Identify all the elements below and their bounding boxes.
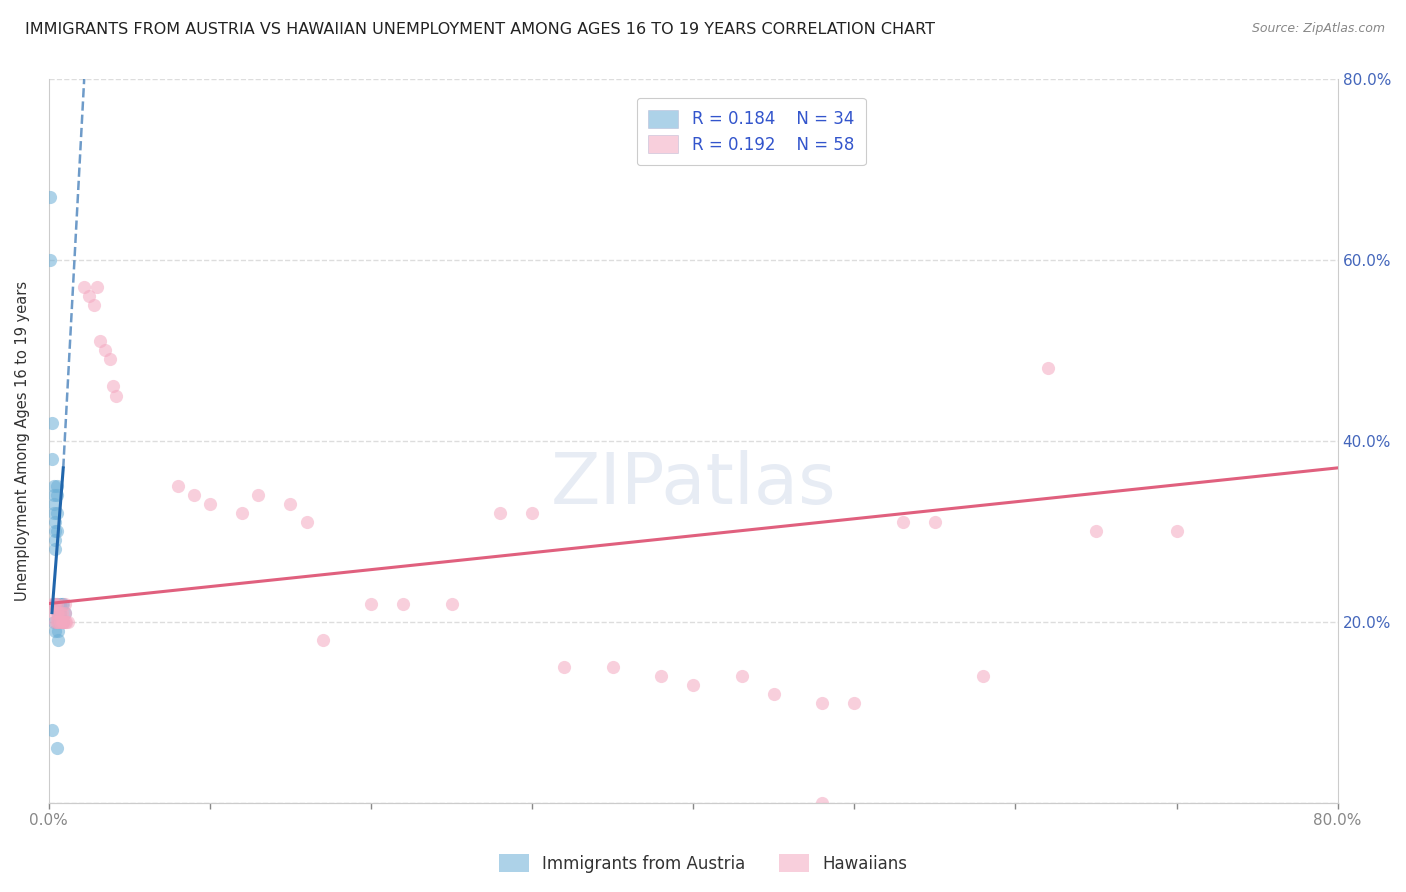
- Point: [650, 669, 672, 683]
- Point: [105, 388, 128, 402]
- Point: [972, 669, 994, 683]
- Point: [730, 669, 752, 683]
- Point: [44, 515, 66, 529]
- Point: [520, 506, 543, 520]
- Point: [94, 343, 117, 358]
- Point: [42, 497, 65, 511]
- Legend: Immigrants from Austria, Hawaiians: Immigrants from Austria, Hawaiians: [492, 847, 914, 880]
- Point: [41, 597, 63, 611]
- Point: [682, 678, 704, 692]
- Point: [42, 479, 65, 493]
- Point: [53, 597, 76, 611]
- Point: [44, 524, 66, 539]
- Point: [39, 189, 62, 203]
- Point: [52, 615, 75, 629]
- Point: [42, 506, 65, 520]
- Point: [48, 606, 70, 620]
- Point: [86, 280, 108, 294]
- Point: [44, 615, 66, 629]
- Text: Source: ZipAtlas.com: Source: ZipAtlas.com: [1251, 22, 1385, 36]
- Point: [762, 687, 785, 701]
- Point: [311, 632, 333, 647]
- Point: [77, 289, 100, 303]
- Point: [198, 497, 221, 511]
- Point: [49, 606, 72, 620]
- Point: [51, 615, 73, 629]
- Point: [44, 597, 66, 611]
- Point: [166, 479, 188, 493]
- Point: [891, 515, 914, 529]
- Point: [45, 506, 67, 520]
- Point: [48, 606, 70, 620]
- Legend: R = 0.184    N = 34, R = 0.192    N = 58: R = 0.184 N = 34, R = 0.192 N = 58: [637, 98, 866, 166]
- Point: [39, 252, 62, 267]
- Point: [89, 334, 111, 349]
- Point: [41, 416, 63, 430]
- Point: [48, 615, 70, 629]
- Point: [45, 597, 67, 611]
- Point: [280, 497, 302, 511]
- Point: [183, 488, 205, 502]
- Point: [48, 615, 70, 629]
- Point: [44, 597, 66, 611]
- Point: [1166, 524, 1188, 539]
- Point: [1036, 361, 1059, 376]
- Point: [56, 615, 79, 629]
- Point: [98, 352, 121, 367]
- Point: [1084, 524, 1107, 539]
- Point: [51, 606, 73, 620]
- Point: [45, 606, 67, 620]
- Point: [295, 515, 318, 529]
- Point: [44, 533, 66, 548]
- Point: [392, 597, 415, 611]
- Point: [44, 542, 66, 557]
- Point: [42, 597, 65, 611]
- Point: [49, 597, 72, 611]
- Point: [45, 488, 67, 502]
- Point: [844, 696, 866, 710]
- Point: [52, 597, 75, 611]
- Point: [553, 660, 575, 674]
- Point: [41, 723, 63, 738]
- Point: [52, 615, 75, 629]
- Point: [602, 660, 624, 674]
- Point: [51, 615, 73, 629]
- Point: [49, 615, 72, 629]
- Point: [53, 615, 76, 629]
- Point: [45, 479, 67, 493]
- Point: [51, 597, 73, 611]
- Point: [53, 606, 76, 620]
- Point: [53, 606, 76, 620]
- Point: [49, 606, 72, 620]
- Point: [45, 741, 67, 756]
- Point: [48, 624, 70, 638]
- Point: [52, 615, 75, 629]
- Point: [42, 488, 65, 502]
- Point: [83, 298, 105, 312]
- Point: [73, 280, 96, 294]
- Text: IMMIGRANTS FROM AUSTRIA VS HAWAIIAN UNEMPLOYMENT AMONG AGES 16 TO 19 YEARS CORRE: IMMIGRANTS FROM AUSTRIA VS HAWAIIAN UNEM…: [25, 22, 935, 37]
- Point: [247, 488, 270, 502]
- Point: [360, 597, 382, 611]
- Point: [49, 615, 72, 629]
- Point: [41, 451, 63, 466]
- Point: [44, 624, 66, 638]
- Point: [45, 597, 67, 611]
- Text: ZIPatlas: ZIPatlas: [550, 450, 837, 518]
- Point: [48, 632, 70, 647]
- Point: [55, 615, 77, 629]
- Point: [45, 615, 67, 629]
- Point: [42, 615, 65, 629]
- Point: [811, 796, 834, 810]
- Point: [231, 506, 253, 520]
- Point: [811, 696, 834, 710]
- Y-axis label: Unemployment Among Ages 16 to 19 years: Unemployment Among Ages 16 to 19 years: [15, 281, 30, 601]
- Point: [42, 606, 65, 620]
- Point: [489, 506, 512, 520]
- Point: [103, 379, 125, 393]
- Point: [924, 515, 946, 529]
- Point: [440, 597, 463, 611]
- Point: [45, 524, 67, 539]
